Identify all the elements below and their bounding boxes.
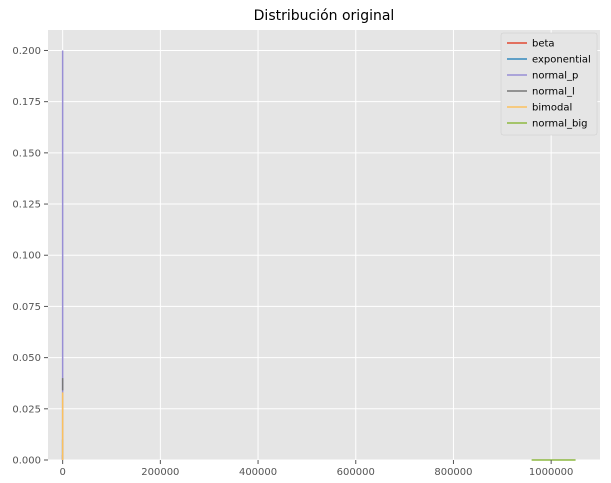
y-tick-label: 0.100 (12, 251, 41, 262)
legend-label: normal_l (532, 87, 575, 98)
legend-label: bimodal (532, 103, 572, 114)
x-tick-label: 800000 (434, 467, 472, 478)
legend-label: exponential (532, 55, 591, 66)
legend-label: beta (532, 39, 555, 50)
y-tick-label: 0.125 (12, 200, 41, 211)
legend-label: normal_big (532, 119, 588, 130)
chart-title: Distribución original (254, 8, 395, 24)
y-axis: 0.000 0.025 0.050 0.075 0.100 0.125 0.150 0.175… (12, 46, 48, 467)
x-tick-label: 400000 (239, 467, 277, 478)
x-tick-label: 0 (59, 467, 65, 478)
y-tick-label: 0.050 (12, 353, 41, 364)
y-tick-label: 0.075 (12, 302, 41, 313)
y-tick-label: 0.175 (12, 97, 41, 108)
x-tick-label: 1000000 (529, 467, 574, 478)
series-layer (61, 50, 576, 461)
x-axis: 0 200000 400000 600000 800000 1000000 (59, 460, 573, 478)
x-tick-label: 600000 (337, 467, 375, 478)
legend-label: normal_p (532, 71, 578, 82)
y-tick-label: 0.000 (12, 456, 41, 467)
y-tick-label: 0.150 (12, 148, 41, 159)
x-tick-label: 200000 (141, 467, 179, 478)
y-tick-label: 0.200 (12, 46, 41, 57)
y-tick-label: 0.025 (12, 404, 41, 415)
